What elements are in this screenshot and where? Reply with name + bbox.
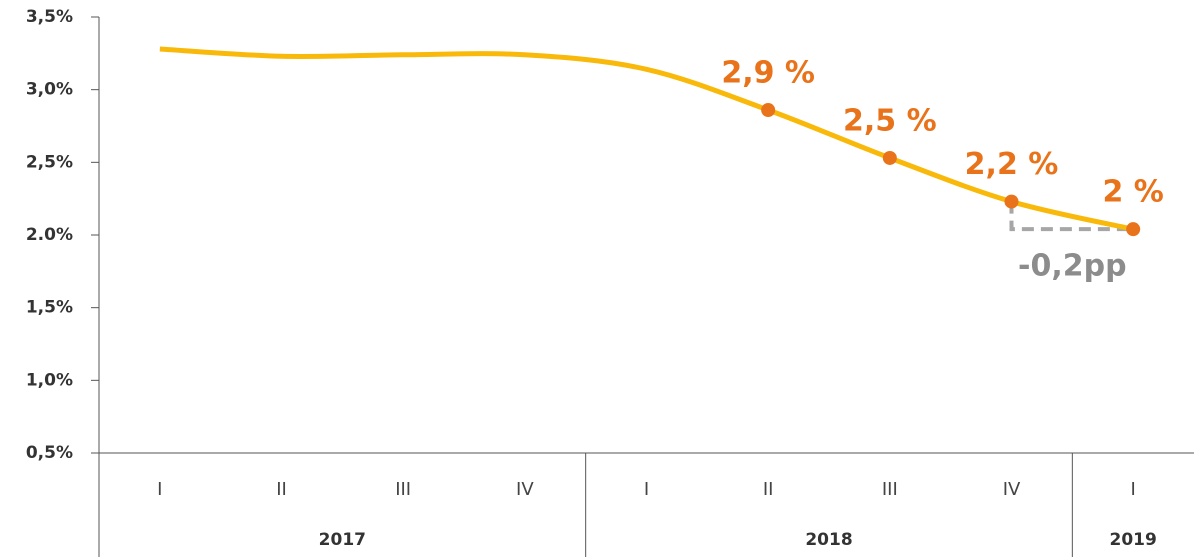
line <box>159 46 1134 232</box>
y-tick-label: 0,5% <box>26 443 73 463</box>
value-label: 2,9 % <box>721 56 815 91</box>
annotation-bracket <box>1009 201 1134 232</box>
x-tick-label: IV <box>516 479 534 500</box>
group-label: 2018 <box>805 530 852 550</box>
y-tick-label: 2.0% <box>26 225 73 245</box>
y-tick-label: 3,5% <box>26 7 73 27</box>
x-tick-label: II <box>763 479 774 500</box>
value-label: 2,5 % <box>843 103 937 138</box>
marker <box>882 150 897 165</box>
value-label: 2,2 % <box>965 147 1059 182</box>
x-tick-label: IV <box>1003 479 1021 500</box>
x-tick-label: II <box>276 479 287 500</box>
x-tick-label: I <box>157 479 162 500</box>
marker <box>1004 194 1019 209</box>
group-label: 2019 <box>1110 530 1157 550</box>
marker <box>761 103 776 118</box>
x-tick-label: III <box>882 479 898 500</box>
x-tick-label: III <box>395 479 411 500</box>
x-tick-label: I <box>644 479 649 500</box>
y-tick-label: 3,0% <box>26 80 73 100</box>
annotation: -0,2pp <box>1018 249 1127 284</box>
group-label: 2017 <box>319 530 366 550</box>
y-tick-label: 2,5% <box>26 152 73 172</box>
y-tick-label: 1,5% <box>26 298 73 318</box>
x-tick-label: I <box>1131 479 1136 500</box>
y-tick-label: 1,0% <box>26 370 73 390</box>
marker <box>1126 222 1141 237</box>
value-label: 2 % <box>1102 175 1163 210</box>
